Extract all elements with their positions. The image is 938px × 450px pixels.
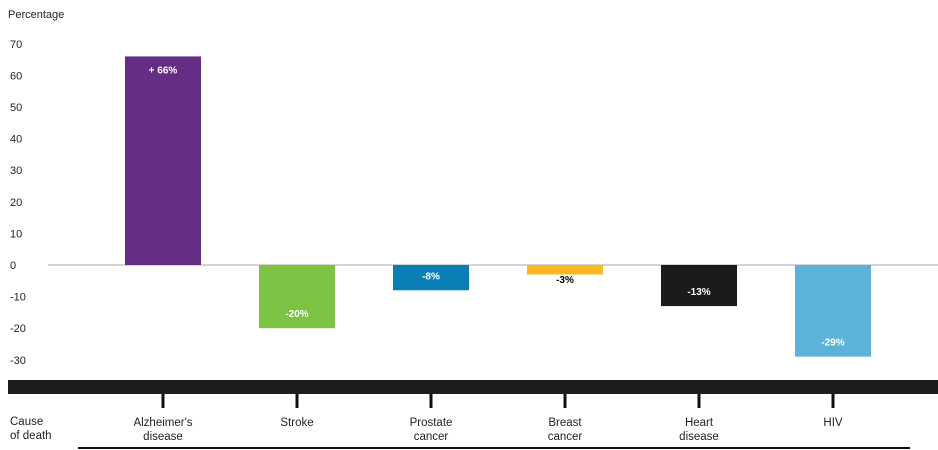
data-label: -13% — [687, 287, 710, 298]
x-axis-title-line-1: Cause — [10, 416, 43, 428]
bar — [795, 265, 871, 357]
y-tick-label: 50 — [10, 102, 22, 114]
x-tick-label-line: cancer — [414, 431, 449, 443]
x-tick-label-line: Prostate — [410, 417, 453, 429]
y-tick-label: -30 — [10, 355, 26, 367]
bar — [527, 265, 603, 275]
y-tick-label: 40 — [10, 134, 22, 146]
x-tick-label: HIV — [823, 417, 843, 429]
x-tick-label-line: Heart — [685, 417, 714, 429]
bar — [125, 56, 201, 265]
x-tick-label: Heart disease — [679, 417, 719, 443]
y-tick-label: -20 — [10, 323, 26, 335]
x-tick-label-line: Breast — [548, 417, 582, 429]
y-tick-label: 0 — [10, 260, 16, 272]
y-tick-label: 10 — [10, 228, 22, 240]
x-tick-label-line: Stroke — [280, 417, 313, 429]
x-axis-title-line-2: of death — [10, 430, 52, 442]
x-tick-label-line: Alzheimer's — [133, 417, 192, 429]
x-axis-title: Cause of death — [10, 416, 52, 442]
x-tick-label-line: disease — [143, 431, 183, 443]
y-axis-ticks: 70 60 50 40 30 20 10 0 -10 -20 -30 — [10, 39, 26, 367]
data-label: + 66% — [149, 65, 178, 76]
x-tick-label: Prostate cancer — [410, 417, 453, 443]
x-tick-label-line: HIV — [823, 417, 843, 429]
x-tick-label-line: disease — [679, 431, 719, 443]
x-axis-band — [8, 380, 938, 394]
y-tick-label: 60 — [10, 70, 22, 82]
x-tick-label: Breast cancer — [548, 417, 583, 443]
x-tick-label: Stroke — [280, 417, 313, 429]
bars: + 66% -20% -8% -3% -13% -29% — [125, 56, 871, 357]
bar — [661, 265, 737, 307]
y-tick-label: 20 — [10, 197, 22, 209]
y-tick-label: -10 — [10, 292, 26, 304]
y-tick-label: 70 — [10, 39, 22, 51]
x-tick-label-line: cancer — [548, 431, 583, 443]
y-axis-label: Percentage — [8, 9, 64, 21]
y-tick-label: 30 — [10, 165, 22, 177]
data-label: -29% — [821, 338, 844, 349]
bar — [393, 265, 469, 291]
x-axis-ticks — [161, 394, 835, 408]
x-axis-labels: Cause of death Alzheimer's disease Stroke P… — [10, 416, 843, 443]
data-label: -20% — [285, 309, 308, 320]
bar — [259, 265, 335, 329]
data-label: -3% — [556, 275, 574, 286]
x-tick-label: Alzheimer's disease — [133, 417, 192, 443]
data-label: -8% — [422, 271, 440, 282]
